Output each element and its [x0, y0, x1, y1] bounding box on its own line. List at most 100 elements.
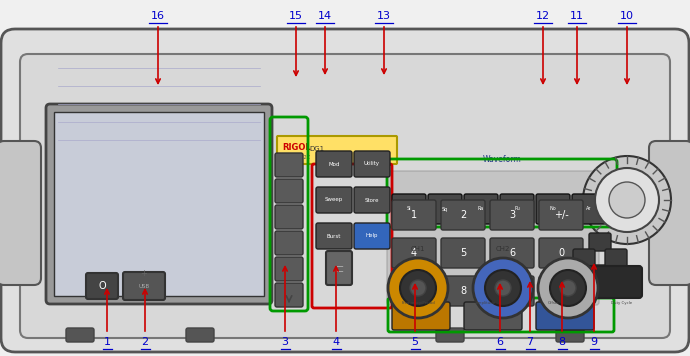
Text: 11: 11 [570, 11, 584, 21]
Text: 5: 5 [411, 337, 419, 347]
Text: DG1: DG1 [309, 146, 324, 152]
FancyBboxPatch shape [316, 223, 352, 249]
FancyBboxPatch shape [441, 238, 485, 268]
FancyBboxPatch shape [539, 276, 583, 306]
FancyBboxPatch shape [392, 276, 436, 306]
FancyBboxPatch shape [556, 328, 584, 342]
FancyBboxPatch shape [326, 251, 352, 285]
FancyBboxPatch shape [536, 194, 570, 224]
Text: 3: 3 [282, 337, 288, 347]
Circle shape [400, 270, 436, 306]
FancyBboxPatch shape [46, 104, 272, 304]
Text: Frequency/Period: Frequency/Period [401, 301, 435, 305]
FancyBboxPatch shape [539, 238, 583, 268]
FancyBboxPatch shape [536, 302, 594, 330]
FancyBboxPatch shape [649, 141, 690, 285]
Bar [54, 112, 264, 296]
FancyBboxPatch shape [464, 194, 498, 224]
Text: 7: 7 [411, 286, 417, 296]
Circle shape [583, 156, 671, 244]
FancyBboxPatch shape [572, 194, 606, 224]
Text: 1: 1 [104, 337, 110, 347]
FancyBboxPatch shape [20, 54, 670, 338]
Text: 4: 4 [333, 337, 339, 347]
FancyBboxPatch shape [186, 328, 214, 342]
Text: 10: 10 [620, 11, 634, 21]
Text: USB: USB [139, 283, 150, 288]
FancyBboxPatch shape [275, 283, 303, 307]
FancyBboxPatch shape [275, 231, 303, 255]
Text: O: O [98, 281, 106, 291]
FancyBboxPatch shape [490, 238, 534, 268]
Circle shape [485, 270, 521, 306]
Text: 6: 6 [497, 337, 504, 347]
FancyBboxPatch shape [354, 187, 390, 213]
FancyBboxPatch shape [464, 302, 522, 330]
Text: +: + [141, 269, 148, 278]
FancyBboxPatch shape [66, 328, 94, 342]
FancyBboxPatch shape [277, 136, 397, 164]
Text: Pu: Pu [514, 206, 520, 211]
FancyBboxPatch shape [392, 302, 450, 330]
FancyBboxPatch shape [605, 249, 627, 267]
Text: Mod: Mod [328, 162, 339, 167]
FancyBboxPatch shape [316, 151, 352, 177]
Text: Offset: Offset [548, 301, 560, 305]
Text: Duty Cycle: Duty Cycle [611, 301, 633, 305]
Text: CH2: CH2 [496, 246, 510, 252]
Text: Utility: Utility [364, 162, 380, 167]
Text: 13: 13 [377, 11, 391, 21]
Circle shape [473, 258, 533, 318]
Text: Store: Store [365, 198, 380, 203]
Text: Sq: Sq [442, 206, 448, 211]
Text: 15: 15 [289, 11, 303, 21]
FancyBboxPatch shape [589, 233, 611, 251]
FancyBboxPatch shape [392, 238, 436, 268]
Text: 16: 16 [151, 11, 165, 21]
Circle shape [388, 258, 448, 318]
Text: 8: 8 [460, 286, 466, 296]
Circle shape [410, 280, 426, 296]
Text: 7: 7 [526, 337, 533, 347]
FancyBboxPatch shape [316, 187, 352, 213]
Text: 4: 4 [411, 248, 417, 258]
FancyBboxPatch shape [275, 257, 303, 281]
FancyBboxPatch shape [500, 194, 534, 224]
Text: 8: 8 [558, 337, 566, 347]
Text: Amplitude: Amplitude [476, 301, 496, 305]
Text: 0: 0 [558, 248, 564, 258]
Text: 12: 12 [536, 11, 550, 21]
FancyBboxPatch shape [86, 273, 118, 299]
FancyBboxPatch shape [582, 266, 642, 298]
Text: 3: 3 [509, 210, 515, 220]
FancyBboxPatch shape [354, 151, 390, 177]
FancyBboxPatch shape [392, 200, 436, 230]
Text: +/-: +/- [553, 210, 569, 220]
FancyBboxPatch shape [436, 328, 464, 342]
FancyBboxPatch shape [354, 223, 390, 249]
FancyBboxPatch shape [275, 153, 303, 177]
Text: Burst: Burst [327, 234, 341, 239]
Text: 2: 2 [460, 210, 466, 220]
Text: Help: Help [366, 234, 378, 239]
Text: 2: 2 [141, 337, 148, 347]
Circle shape [550, 270, 586, 306]
Circle shape [560, 280, 576, 296]
Text: Ar: Ar [586, 206, 592, 211]
Text: 9: 9 [591, 337, 598, 347]
Text: 1: 1 [411, 210, 417, 220]
FancyBboxPatch shape [387, 171, 599, 305]
FancyBboxPatch shape [573, 249, 595, 267]
Text: No: No [550, 206, 556, 211]
Text: Waveform: Waveform [482, 155, 522, 164]
Text: Ra: Ra [478, 206, 484, 211]
FancyBboxPatch shape [123, 272, 165, 300]
Text: RIGOL: RIGOL [282, 143, 310, 152]
FancyBboxPatch shape [490, 200, 534, 230]
FancyBboxPatch shape [539, 200, 583, 230]
Text: 9: 9 [509, 286, 515, 296]
FancyBboxPatch shape [1, 29, 689, 352]
FancyBboxPatch shape [441, 276, 485, 306]
FancyBboxPatch shape [428, 194, 462, 224]
FancyBboxPatch shape [275, 179, 303, 203]
